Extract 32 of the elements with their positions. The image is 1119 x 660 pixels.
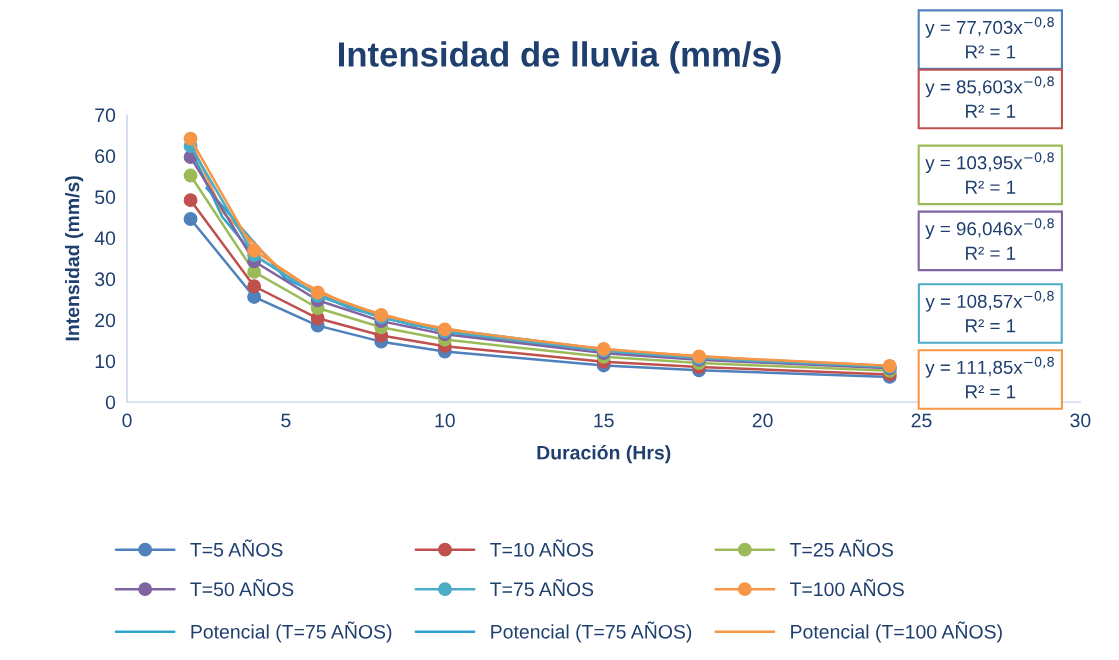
legend-label: Potencial (T=100 AÑOS) — [791, 621, 1002, 643]
legend-label: T=50 AÑOS — [190, 578, 294, 597]
legend-label: T=5 AÑOS — [190, 539, 283, 557]
x-tick-label: 30 — [1070, 413, 1091, 428]
y-tick-label: 40 — [94, 231, 116, 246]
y-tick-label: 10 — [95, 354, 116, 369]
legend-label: T=25 AÑOS — [790, 539, 893, 557]
y-tick-label: 60 — [95, 149, 116, 164]
legend-label: T=10 AÑOS — [490, 539, 594, 557]
x-tick-label: 5 — [281, 413, 291, 428]
text: y = 111,85x$^{−0,8}$ R² = 1 — [925, 356, 1054, 399]
chart-title: Intensidad de lluvia (mm/s) — [338, 41, 781, 74]
x-tick-label: 10 — [435, 413, 455, 428]
text: y = 96,046x$^{−0,8}$ R² = 1 — [925, 218, 1054, 260]
text: y = 85,603x$^{−0,8}$ R² = 1 — [925, 76, 1054, 118]
x-tick-label: 25 — [911, 413, 932, 428]
legend-label: Potencial (T=75 AÑOS) — [191, 621, 392, 643]
legend-label: T=75 AÑOS — [490, 578, 594, 597]
legend-label: Potencial (T=75 AÑOS) — [491, 621, 692, 643]
y-tick-label: 20 — [95, 313, 116, 328]
y-axis-title: Intensidad (mm/s) — [65, 176, 84, 341]
x-tick-label: 0 — [122, 413, 132, 428]
y-tick-label: 50 — [95, 190, 116, 205]
y-tick-label: 0 — [105, 395, 116, 410]
x-tick-label: 20 — [752, 413, 773, 428]
y-tick-label: 30 — [95, 272, 116, 287]
legend-label: T=100 AÑOS — [790, 578, 904, 597]
x-axis-title: Duración (Hrs) — [537, 445, 671, 464]
x-tick-label: 15 — [594, 413, 614, 428]
text: y = 108,57x$^{−0,8}$ R² = 1 — [925, 290, 1054, 333]
y-tick-label: 70 — [95, 108, 116, 123]
text: y = 103,95x$^{−0,8}$ R² = 1 — [925, 152, 1054, 194]
